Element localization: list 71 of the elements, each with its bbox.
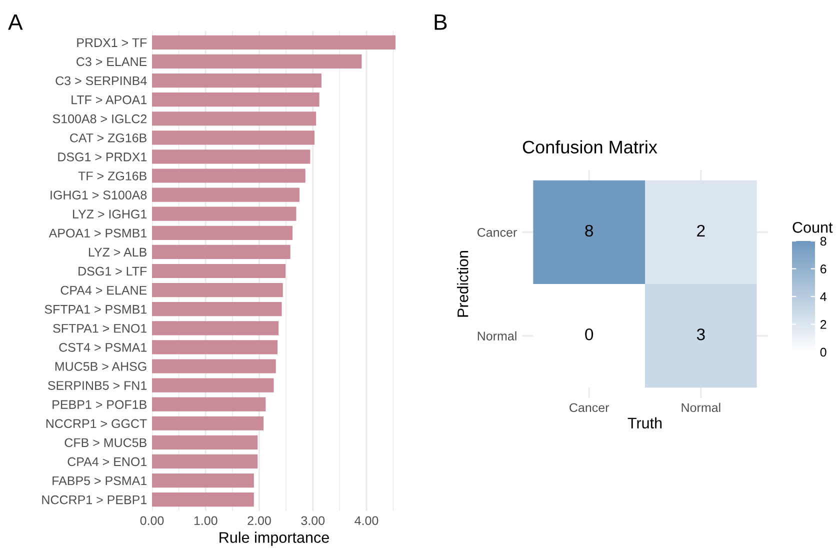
bar [152,340,278,354]
data-label: 2 [697,224,705,236]
y-tick-label: FABP5 > PSMA1 [52,476,147,486]
y-tick-label: DSG1 > PRDX1 [58,152,147,162]
bar [152,244,290,259]
y-tick-label: NCCRP1 > PEBP1 [42,495,147,504]
y-tick-label: C3 > ELANE [76,57,147,66]
bar [152,35,396,50]
y-tick-label: NCCRP1 > GGCT [46,419,147,428]
bar [152,54,362,69]
bar [152,397,266,412]
bar [152,321,279,336]
bar [152,92,320,107]
bar [152,130,314,145]
chart-title: Confusion Matrix [522,140,658,154]
bar [152,454,258,469]
x-axis-title: Truth [628,417,662,429]
color-bar-label: 8 [820,236,826,246]
color-bar-label: 2 [820,320,826,329]
bar [152,302,282,316]
y-tick-label: S100A8 > IGLC2 [52,114,147,124]
y-tick-label: CST4 > PSMA1 [59,342,147,352]
y-tick-label: PRDX1 > TF [77,38,147,47]
y-tick-label: CAT > ZG16B [70,133,146,142]
bar [152,359,276,374]
y-tick-label: CPA4 > ELANE [60,286,147,295]
bar [152,168,306,183]
y-tick-label: SFTPA1 > PSMB1 [44,304,147,314]
x-tick-label: 1.00 [194,516,218,526]
color-bar-title: Count [792,222,833,233]
x-axis-title: Rule importance [220,532,329,546]
text: A [8,14,23,30]
data-label: 0 [585,328,594,340]
y-tick-label: CFB > MUC5B [64,438,146,448]
bar [152,112,316,126]
data-label: 3 [696,328,705,340]
x-tick-label: 0.00 [140,516,164,526]
y-tick-label: APOA1 > PSMB1 [48,228,147,238]
text: B [434,14,447,30]
y-tick-label: LTF > APOA1 [72,95,147,104]
y-tick-label: CPA4 > ENO1 [68,457,147,466]
bar [152,492,254,507]
x-tick-label: 2.00 [248,516,271,526]
bar [152,188,300,202]
y-tick-label: TF > ZG16B [78,172,146,180]
y-tick-label: MUC5B > AHSG [55,362,146,371]
bar [152,283,283,298]
y-tick-label: DSG1 > LTF [78,266,147,276]
bar [152,435,258,450]
color-bar-label: 4 [820,292,826,302]
y-tick-label: C3 > SERPINB4 [56,76,147,86]
bar [152,226,292,240]
bar [152,73,322,88]
x-tick-label: 4.00 [354,516,378,526]
y-tick-label: IGHG1 > S100A8 [50,190,147,200]
x-tick-label: 3.00 [301,516,325,526]
bar [152,416,264,430]
y-tick-label: SFTPA1 > ENO1 [53,324,147,333]
bar [152,150,310,164]
bar [152,378,274,392]
bar [152,206,296,221]
y-tick-label: PEBP1 > POF1B [52,400,146,409]
y-tick-label: LYZ > IGHG1 [73,210,147,219]
color-bar-label: 0 [820,348,826,357]
bar [152,264,286,278]
y-axis-title: Prediction [457,251,468,317]
color-bar-label: 6 [820,264,826,274]
y-tick-label: SERPINB5 > FN1 [48,381,147,390]
bar [152,473,254,488]
y-tick-label: LYZ > ALB [88,248,146,256]
data-label: 8 [585,224,593,237]
